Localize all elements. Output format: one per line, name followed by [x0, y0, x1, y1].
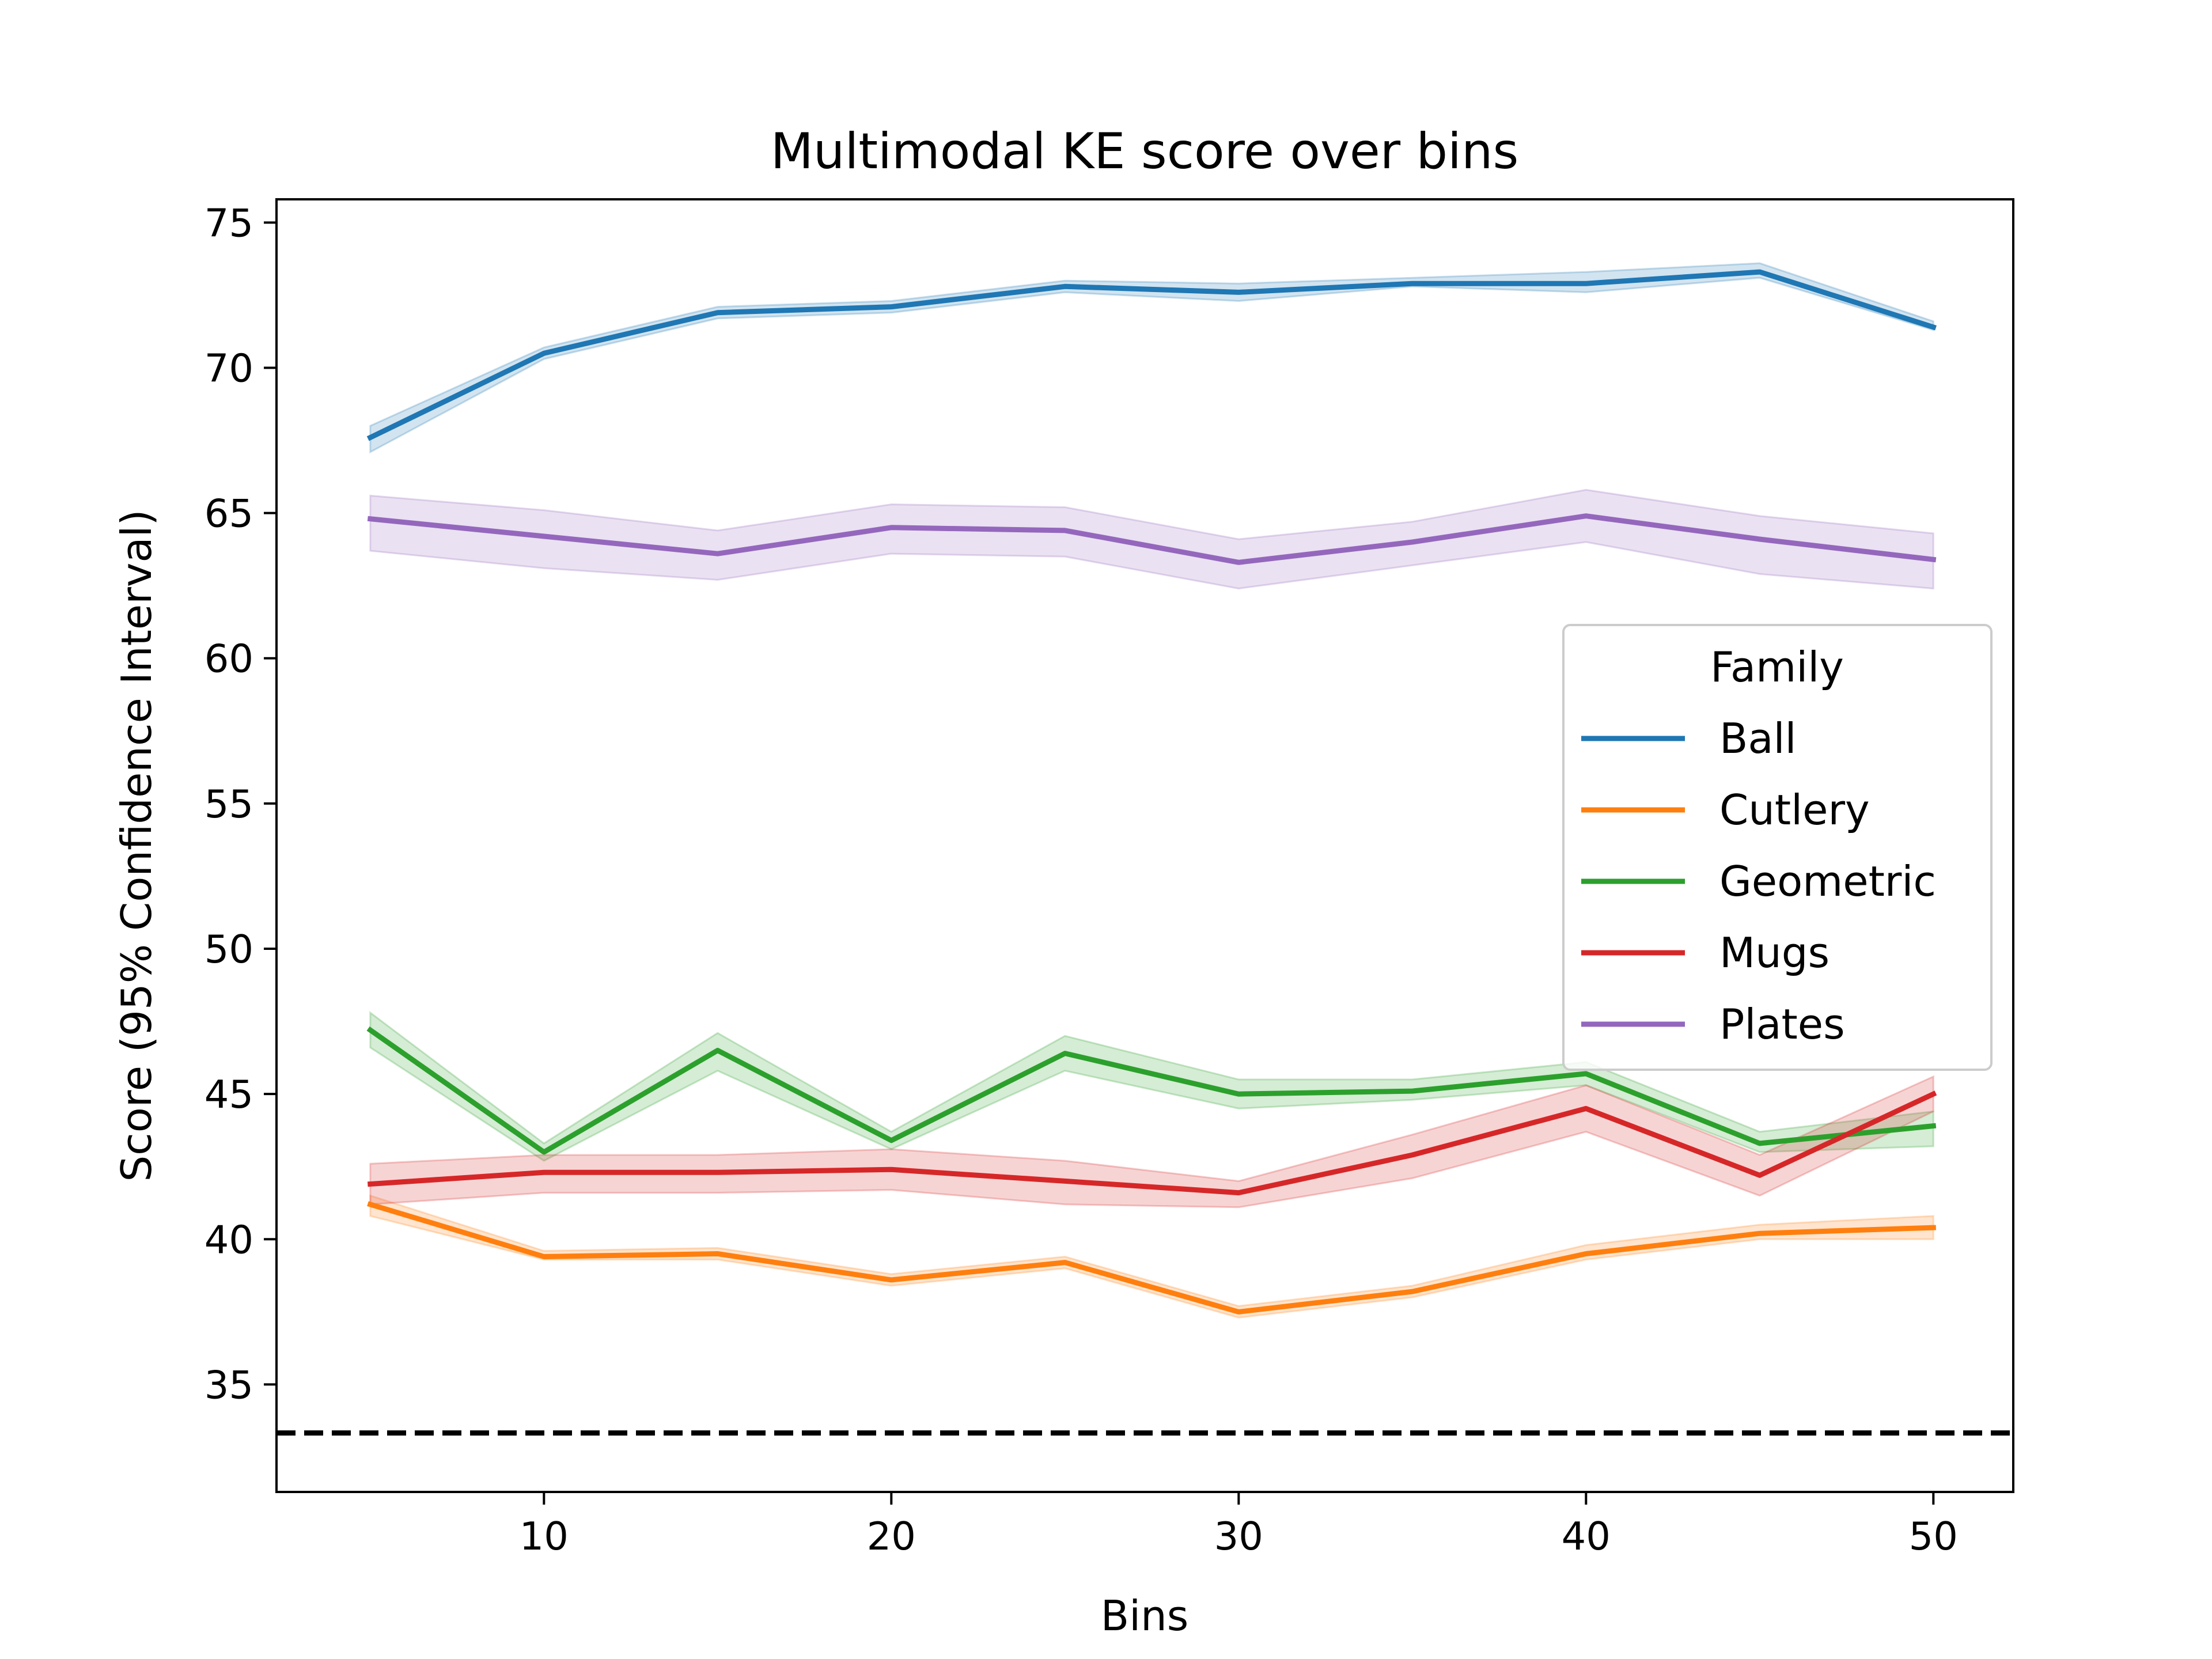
x-tick-label: 10 — [520, 1514, 569, 1559]
y-tick-label: 40 — [204, 1217, 253, 1262]
x-tick-label: 30 — [1214, 1514, 1263, 1559]
series-lines — [366, 269, 1937, 1315]
y-tick-label: 55 — [204, 782, 253, 827]
ci-band-plates — [369, 488, 1934, 590]
legend-title: Family — [1710, 643, 1844, 691]
y-tick-label: 65 — [204, 491, 253, 536]
y-tick-label: 50 — [204, 927, 253, 972]
x-axis: 10 20 30 40 50 — [520, 1492, 1958, 1559]
x-tick-label: 20 — [867, 1514, 916, 1559]
y-tick-label: 45 — [204, 1072, 253, 1117]
series-line-mugs — [368, 1090, 1937, 1196]
x-axis-label: Bins — [1101, 1592, 1189, 1640]
legend-label-geometric: Geometric — [1719, 857, 1936, 906]
y-tick-label: 75 — [204, 200, 253, 245]
legend-label-cutlery: Cutlery — [1719, 786, 1870, 834]
legend-entries: Ball Cutlery Geometric Mugs Plates — [1581, 714, 1936, 1048]
legend-label-ball: Ball — [1719, 714, 1797, 763]
y-tick-label: 60 — [204, 637, 253, 681]
legend-label-mugs: Mugs — [1719, 929, 1830, 977]
series-line-cutlery — [367, 1201, 1936, 1315]
ci-band-mugs — [369, 1075, 1934, 1209]
plot-frame — [275, 198, 2014, 1493]
series-line-geometric — [366, 1026, 1937, 1155]
y-tick-label: 70 — [204, 346, 253, 391]
series-line-plates — [367, 513, 1937, 565]
y-axis: 35 40 45 50 55 60 65 70 75 — [204, 200, 276, 1407]
chart-title: Multimodal KE score over bins — [771, 123, 1519, 180]
y-tick-label: 35 — [204, 1362, 253, 1407]
legend-label-plates: Plates — [1719, 1000, 1845, 1048]
series-line-ball — [366, 269, 1937, 441]
x-tick-label: 40 — [1562, 1514, 1611, 1559]
x-tick-label: 50 — [1909, 1514, 1958, 1559]
y-axis-label: Score (95% Confidence Interval) — [112, 509, 161, 1181]
ci-band-geometric — [369, 1010, 1934, 1162]
legend: Family Ball Cutlery Geometric Mugs Plates — [1562, 624, 1993, 1071]
